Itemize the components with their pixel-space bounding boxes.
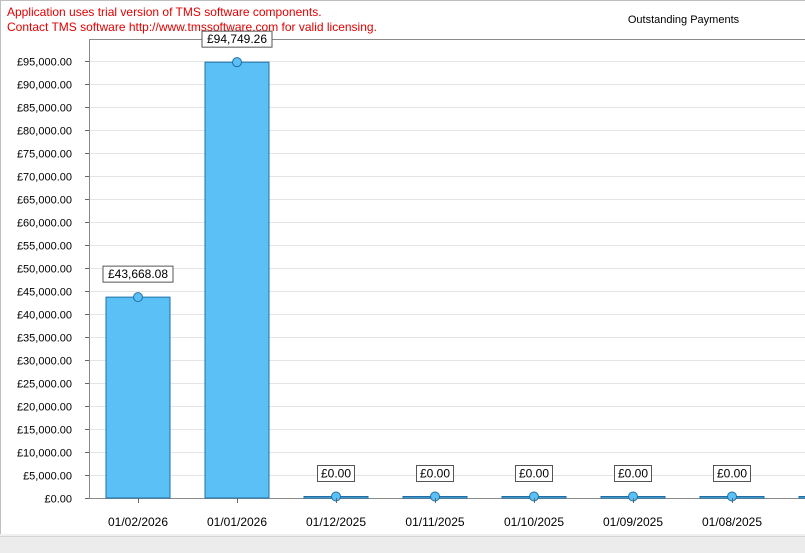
data-label: £43,668.08 xyxy=(108,267,168,281)
y-tick-label: £50,000.00 xyxy=(17,264,72,276)
y-tick-label: £55,000.00 xyxy=(17,241,72,253)
chart-title: Outstanding Payments xyxy=(627,14,740,26)
data-label-box xyxy=(416,465,454,482)
y-tick-label: £25,000.00 xyxy=(17,379,72,391)
y-tick-label: £60,000.00 xyxy=(17,218,72,230)
bar xyxy=(798,496,805,499)
y-tick-label: £70,000.00 xyxy=(17,172,72,184)
y-tick-label: £40,000.00 xyxy=(17,310,72,322)
bar xyxy=(204,61,270,499)
data-label-box xyxy=(317,465,355,482)
y-tick-label: £95,000.00 xyxy=(17,57,72,69)
data-label-box xyxy=(515,465,553,482)
data-label: £0.00 xyxy=(618,467,648,481)
y-tick-label: £80,000.00 xyxy=(17,126,72,138)
y-tick-label: £85,000.00 xyxy=(17,103,72,115)
bar-point xyxy=(232,57,242,68)
bar-point xyxy=(133,292,143,303)
bar xyxy=(105,296,171,499)
x-tick-label: 01/10/2025 xyxy=(504,515,564,529)
x-tick-label: 01/11/2025 xyxy=(405,515,464,529)
data-label-box xyxy=(614,465,652,482)
y-tick-label: £20,000.00 xyxy=(17,402,72,414)
data-label: £94,749.26 xyxy=(207,32,267,46)
trial-notice-line1: Application uses trial version of TMS so… xyxy=(7,5,322,19)
y-tick-label: £0.00 xyxy=(44,494,72,506)
x-tick-label: 01/08/2025 xyxy=(702,515,762,529)
bar-chart: £0.00 £5,000.00 £10,000.00 £15,000.00 £20,00… xyxy=(17,30,805,529)
y-tick-label: £35,000.00 xyxy=(17,333,72,345)
data-label-box xyxy=(713,465,751,482)
y-tick-label: £15,000.00 xyxy=(17,425,72,437)
status-strip xyxy=(0,536,805,553)
y-tick-label: £45,000.00 xyxy=(17,287,72,299)
x-tick-label: 01/02/2026 xyxy=(108,515,168,529)
y-tick-label: £75,000.00 xyxy=(17,149,72,161)
x-tick-label: 01/01/2026 xyxy=(207,515,267,529)
data-label: £0.00 xyxy=(321,467,351,481)
y-tick-label: £5,000.00 xyxy=(23,471,72,483)
chart-panel: Application uses trial version of TMS so… xyxy=(0,0,805,534)
data-label-box xyxy=(102,265,174,283)
y-tick-label: £90,000.00 xyxy=(17,80,72,92)
data-label: £0.00 xyxy=(420,467,450,481)
data-label: £0.00 xyxy=(717,467,747,481)
x-tick-label: 01/09/2025 xyxy=(603,515,663,529)
trial-notice-line2: Contact TMS software http://www.tmssoftw… xyxy=(7,20,377,34)
x-tick-label: 01/12/2025 xyxy=(306,515,366,529)
y-tick-label: £30,000.00 xyxy=(17,356,72,368)
data-label: £0.00 xyxy=(519,467,549,481)
y-tick-label: £65,000.00 xyxy=(17,195,72,207)
data-label-box xyxy=(201,30,273,48)
y-tick-label: £10,000.00 xyxy=(17,448,72,460)
trial-notice: Application uses trial version of TMS so… xyxy=(7,5,377,35)
